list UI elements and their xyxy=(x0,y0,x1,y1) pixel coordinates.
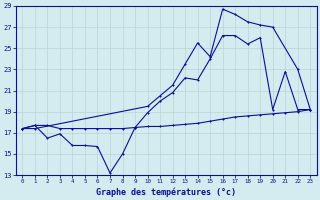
X-axis label: Graphe des températures (°c): Graphe des températures (°c) xyxy=(96,187,236,197)
